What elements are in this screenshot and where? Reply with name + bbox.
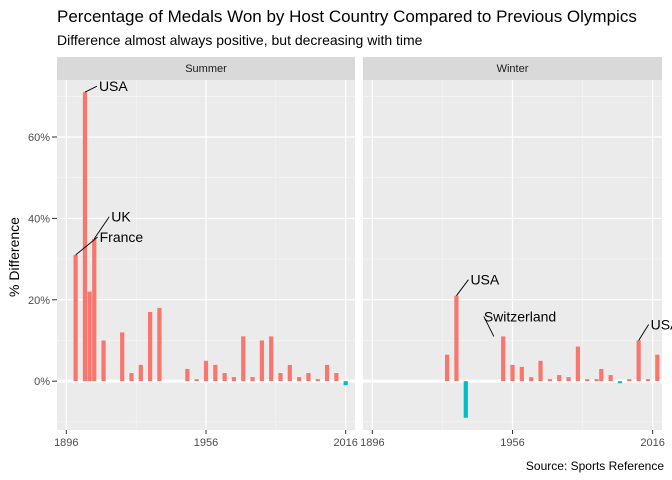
bar-2016 [343,381,348,386]
bar-2000 [306,373,311,382]
bar-1980 [566,377,571,382]
bar-1932 [148,311,153,382]
annotation-leader-line [456,279,469,296]
bar-1904 [82,92,88,382]
annotation-usa: USA [651,316,672,332]
bar-1998 [608,375,613,382]
bar-1952 [194,379,199,382]
y-tick-label: 0% [34,376,50,388]
facet-strip-label: Winter [497,63,529,75]
y-tick-label: 60% [28,132,50,144]
bar-2006 [627,379,632,382]
bar-1906 [87,291,92,382]
bar-1952 [501,336,506,382]
bar-1964 [529,377,534,382]
annotation-leader-line [75,236,98,256]
bar-1920 [120,332,125,382]
bar-1956 [203,360,209,382]
bar-2012 [334,373,339,382]
bar-1924 [129,373,134,382]
chart-caption: Source: Sports Reference [525,459,664,473]
bar-1936 [463,381,468,418]
bar-1976 [557,375,562,382]
bar-2002 [617,381,623,384]
bar-1996 [297,377,302,382]
bar-1984 [575,346,581,382]
annotation-leader-line [638,324,650,341]
panel-summer: Summer USA UK France 1896 1956 2016 [54,57,358,449]
facet-strip-label: Summer [185,63,227,75]
bar-1988 [585,379,590,382]
facet-strip [363,57,662,80]
bar-1994 [599,368,604,382]
x-tick-label: 1896 [360,437,384,449]
chart-subtitle: Difference almost always positive, but d… [57,32,423,48]
bar-1956 [510,364,515,382]
x-tick-label: 2016 [640,437,664,449]
bar-1960 [519,366,524,382]
bar-1928 [138,364,143,382]
annotation-leader-line [93,216,110,239]
annotation-leader-line [84,85,98,93]
panel-winter: Winter USA Switzerland USA 1896 1956 2016 [360,57,672,449]
bar-1972 [241,336,246,382]
bar-1972 [547,379,552,382]
x-tick-label: 1956 [194,437,218,449]
bar-1932 [454,295,459,382]
bar-1948 [185,368,190,382]
annotation-uk: UK [111,209,131,225]
annotation-usa: USA [99,78,128,94]
bar-2008 [324,364,330,382]
bar-1980 [259,340,264,382]
bar-1936 [157,307,162,382]
annotation-usa: USA [470,272,499,288]
x-tick-label: 1956 [500,437,524,449]
y-tick-label: 20% [28,295,50,307]
bar-1960 [213,364,218,382]
bar-2010 [636,340,641,382]
bar-1992 [287,364,292,382]
bar-1912 [101,340,106,382]
bar-1908 [92,238,97,382]
x-tick-label: 2016 [333,437,357,449]
bar-1968 [538,360,543,382]
bar-1976 [250,377,255,382]
bar-1900 [73,255,78,382]
bar-1928 [444,354,450,382]
annotation-switzerland: Switzerland [484,308,556,324]
y-tick-label: 40% [28,213,50,225]
bar-1968 [231,377,237,382]
facet-strip [57,57,355,80]
bar-1964 [222,373,227,382]
bar-1992 [594,379,599,382]
bar-2014 [645,379,651,382]
y-axis-label: % Difference [6,217,22,297]
bar-1988 [278,373,283,382]
annotation-leader-line [483,316,495,337]
x-tick-label: 1896 [54,437,78,449]
chart-title: Percentage of Medals Won by Host Country… [57,7,637,26]
annotation-france: France [100,229,144,245]
bar-2018 [655,354,660,382]
bar-2004 [315,379,320,382]
bar-1984 [269,336,274,382]
